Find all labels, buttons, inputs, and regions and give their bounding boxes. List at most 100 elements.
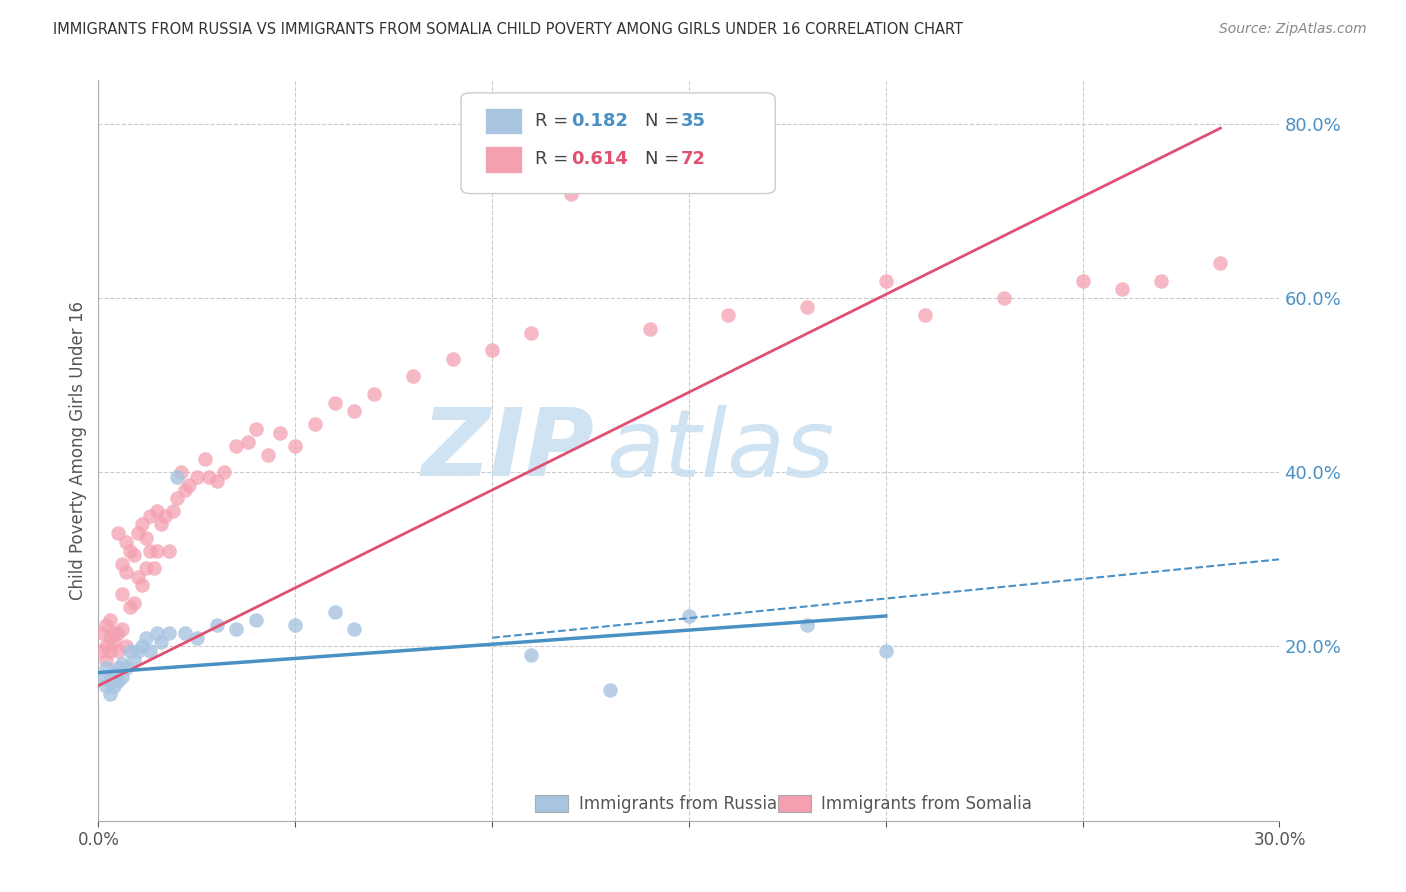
- Point: [205, 474, 228, 488]
- Text: R =: R =: [536, 112, 575, 130]
- Point: [875, 644, 897, 658]
- Point: [284, 439, 307, 453]
- Point: [402, 369, 425, 384]
- Point: [122, 548, 145, 562]
- Point: [127, 570, 149, 584]
- Text: Immigrants from Russia: Immigrants from Russia: [579, 795, 778, 813]
- Point: [98, 687, 121, 701]
- Point: [115, 640, 138, 654]
- Point: [146, 504, 169, 518]
- Point: [91, 670, 114, 684]
- Point: [131, 517, 153, 532]
- Point: [107, 674, 129, 689]
- Point: [1111, 282, 1133, 296]
- Point: [343, 622, 366, 636]
- Point: [323, 395, 346, 409]
- Point: [245, 422, 267, 436]
- Point: [111, 670, 134, 684]
- Point: [127, 644, 149, 658]
- FancyBboxPatch shape: [485, 108, 523, 135]
- Point: [225, 439, 247, 453]
- Point: [146, 543, 169, 558]
- Point: [363, 387, 385, 401]
- Point: [638, 321, 661, 335]
- Text: N =: N =: [645, 112, 685, 130]
- Point: [155, 508, 177, 523]
- Point: [245, 613, 267, 627]
- Point: [122, 596, 145, 610]
- Point: [91, 626, 114, 640]
- Text: ZIP: ZIP: [422, 404, 595, 497]
- Point: [993, 291, 1015, 305]
- Point: [138, 508, 160, 523]
- Point: [122, 652, 145, 666]
- Point: [118, 644, 141, 658]
- Point: [520, 648, 543, 662]
- Point: [127, 526, 149, 541]
- Point: [343, 404, 366, 418]
- Point: [135, 631, 157, 645]
- Point: [796, 617, 818, 632]
- Point: [96, 652, 118, 666]
- Text: 35: 35: [681, 112, 706, 130]
- FancyBboxPatch shape: [778, 796, 811, 812]
- Point: [111, 622, 134, 636]
- Point: [520, 326, 543, 340]
- Text: 0.182: 0.182: [571, 112, 628, 130]
- FancyBboxPatch shape: [485, 146, 523, 173]
- Point: [96, 617, 118, 632]
- Point: [107, 661, 129, 675]
- FancyBboxPatch shape: [461, 93, 775, 194]
- Point: [914, 309, 936, 323]
- Point: [599, 683, 621, 698]
- Point: [157, 626, 180, 640]
- Point: [138, 644, 160, 658]
- Point: [103, 679, 125, 693]
- Point: [1150, 274, 1173, 288]
- Point: [197, 469, 219, 483]
- Point: [214, 465, 236, 479]
- Point: [118, 543, 141, 558]
- Point: [256, 448, 278, 462]
- Point: [177, 478, 200, 492]
- Point: [166, 469, 188, 483]
- Point: [142, 561, 165, 575]
- Point: [103, 626, 125, 640]
- Point: [186, 631, 208, 645]
- Point: [205, 617, 228, 632]
- Point: [166, 491, 188, 506]
- Text: 0.614: 0.614: [571, 151, 627, 169]
- Point: [717, 309, 740, 323]
- Point: [678, 609, 700, 624]
- Point: [875, 274, 897, 288]
- Y-axis label: Child Poverty Among Girls Under 16: Child Poverty Among Girls Under 16: [69, 301, 87, 600]
- Point: [131, 640, 153, 654]
- Point: [131, 578, 153, 592]
- Point: [1071, 274, 1094, 288]
- Point: [107, 526, 129, 541]
- Point: [304, 417, 326, 432]
- Point: [157, 543, 180, 558]
- Text: IMMIGRANTS FROM RUSSIA VS IMMIGRANTS FROM SOMALIA CHILD POVERTY AMONG GIRLS UNDE: IMMIGRANTS FROM RUSSIA VS IMMIGRANTS FRO…: [53, 22, 963, 37]
- Point: [174, 626, 197, 640]
- Point: [481, 343, 503, 358]
- Point: [96, 661, 118, 675]
- Point: [135, 561, 157, 575]
- Point: [146, 626, 169, 640]
- Point: [162, 504, 184, 518]
- Point: [98, 674, 121, 689]
- Point: [174, 483, 197, 497]
- Text: Source: ZipAtlas.com: Source: ZipAtlas.com: [1219, 22, 1367, 37]
- Point: [1209, 256, 1232, 270]
- Point: [115, 566, 138, 580]
- Point: [186, 469, 208, 483]
- Point: [441, 351, 464, 366]
- Point: [115, 535, 138, 549]
- Point: [107, 644, 129, 658]
- Point: [96, 679, 118, 693]
- Text: N =: N =: [645, 151, 685, 169]
- Point: [796, 300, 818, 314]
- Point: [138, 543, 160, 558]
- Point: [91, 644, 114, 658]
- Point: [194, 452, 217, 467]
